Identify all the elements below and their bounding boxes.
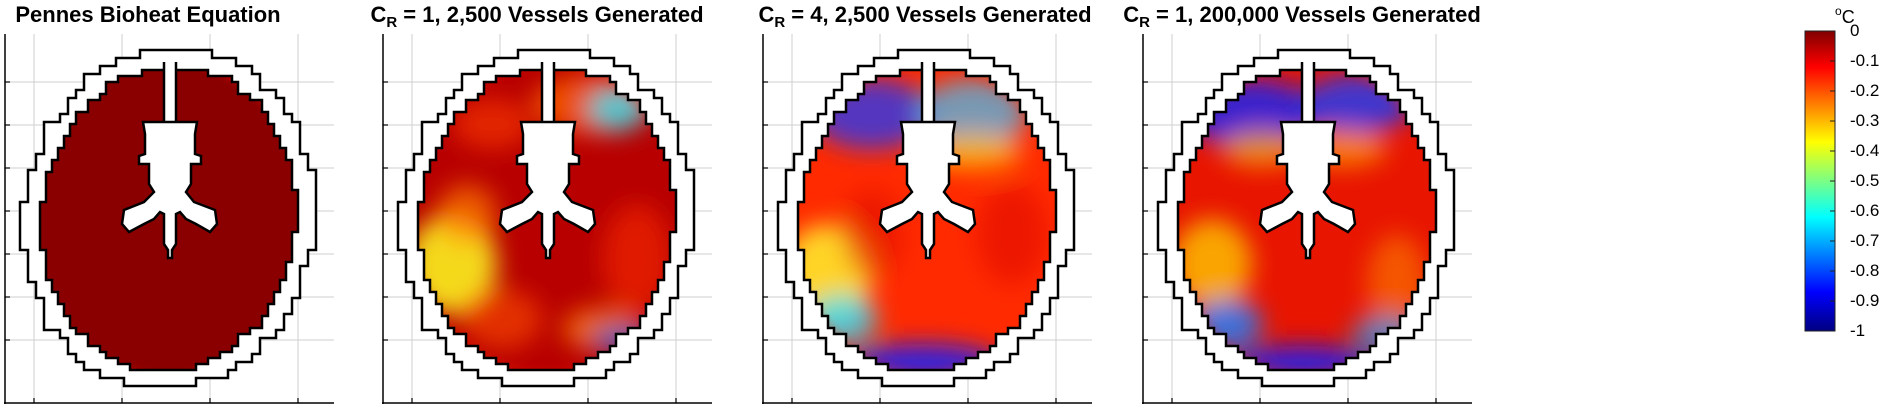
ventricle: [1258, 120, 1357, 260]
colorbar-tick-label: -0.2: [1850, 81, 1880, 100]
ventricle: [878, 120, 977, 260]
colorbar-tick-label: -1: [1850, 321, 1866, 340]
brain-outline: [416, 68, 678, 372]
heatmap-panel-cr4-2500: [762, 34, 1092, 404]
colorbar-tick-label: -0.7: [1850, 231, 1880, 250]
heatmap-panel-cr1-200000: [1142, 34, 1472, 404]
brain-outline: [796, 68, 1058, 372]
panel-title-1: Pennes Bioheat Equation: [15, 2, 281, 27]
colorbar-tick-label: -0.6: [1850, 201, 1880, 220]
panel-title-2: CR = 1, 2,500 Vessels Generated: [370, 2, 704, 31]
colorbar-tick-label: -0.3: [1850, 111, 1880, 130]
colorbar-tick-label: -0.9: [1850, 291, 1880, 310]
colorbar-tick-label: -0.1: [1850, 51, 1880, 70]
colorbar-unit: oC: [1835, 4, 1855, 27]
brain-outline: [1176, 68, 1438, 372]
panel-title-3: CR = 4, 2,500 Vessels Generated: [758, 2, 1092, 31]
brain-outline: [38, 68, 300, 372]
heatmap-panel-cr1-2500: [382, 34, 712, 404]
colorbar: [1804, 30, 1836, 332]
colorbar-tick-label: -0.4: [1850, 141, 1880, 160]
colorbar-tick-label: -0.5: [1850, 171, 1880, 190]
ventricle: [498, 120, 597, 260]
panel-title-4: CR = 1, 200,000 Vessels Generated: [1123, 2, 1481, 31]
ventricle: [120, 120, 219, 260]
heatmap-panel-pennes: [4, 34, 334, 404]
colorbar-tick-label: 0: [1850, 21, 1860, 40]
colorbar-tick-label: -0.8: [1850, 261, 1880, 280]
